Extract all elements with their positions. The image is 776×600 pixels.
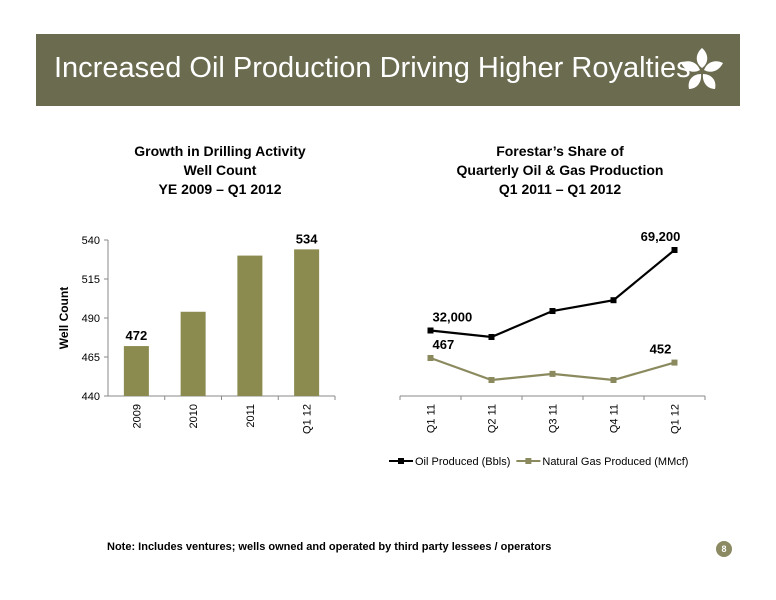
line-point bbox=[488, 377, 495, 383]
bar bbox=[237, 255, 263, 396]
line-point bbox=[549, 370, 556, 377]
legend-label: Oil Produced (Bbls) bbox=[415, 456, 510, 468]
line-point bbox=[610, 377, 617, 383]
line-point bbox=[610, 297, 617, 304]
page-number-badge: 8 bbox=[716, 541, 732, 557]
bar bbox=[294, 249, 320, 396]
bar-x-tick-label: 2011 bbox=[245, 404, 257, 428]
bar-x-tick-label: 2010 bbox=[188, 404, 200, 428]
bar-y-tick-label: 440 bbox=[82, 391, 100, 403]
legend-label: Natural Gas Produced (MMcf) bbox=[542, 456, 688, 468]
bar-y-tick-label: 515 bbox=[82, 274, 100, 286]
bar-x-tick-label: Q1 12 bbox=[302, 404, 314, 434]
bar-chart-title: Growth in Drilling Activity Well Count Y… bbox=[80, 142, 360, 199]
line-data-label: 32,000 bbox=[433, 310, 473, 325]
legend-marker bbox=[398, 458, 404, 464]
line-data-label: 467 bbox=[433, 337, 455, 352]
bar-y-tick-label: 465 bbox=[82, 352, 100, 364]
line-point bbox=[549, 308, 556, 315]
line-x-tick-label: Q3 11 bbox=[548, 404, 560, 433]
page-title: Increased Oil Production Driving Higher … bbox=[54, 52, 691, 84]
line-x-tick-label: Q1 11 bbox=[426, 404, 438, 433]
star-leaf-logo-icon bbox=[681, 48, 723, 89]
line-point bbox=[671, 247, 678, 253]
line-x-tick-label: Q4 11 bbox=[609, 404, 621, 433]
bar-y-tick-label: 490 bbox=[82, 313, 100, 325]
bar-y-tick-label: 540 bbox=[82, 235, 100, 247]
line-chart-title-line: Forestar’s Share of bbox=[496, 143, 624, 159]
bar-x-tick-label: 2009 bbox=[131, 404, 143, 428]
bar-chart-title-line: YE 2009 – Q1 2012 bbox=[158, 181, 282, 197]
line-point bbox=[488, 334, 495, 340]
line-x-tick-label: Q2 11 bbox=[487, 404, 499, 433]
line-data-label: 69,200 bbox=[641, 229, 681, 244]
legend-marker bbox=[525, 458, 532, 464]
bar bbox=[123, 346, 149, 396]
line-point bbox=[671, 359, 678, 366]
bar-chart-title-line: Growth in Drilling Activity bbox=[134, 143, 306, 159]
bar-data-label: 472 bbox=[126, 328, 148, 343]
line-data-label: 452 bbox=[650, 342, 672, 357]
line-point bbox=[427, 327, 434, 334]
bar-chart-title-line: Well Count bbox=[183, 162, 257, 178]
line-chart-title-line: Q1 2011 – Q1 2012 bbox=[498, 181, 622, 197]
bar-y-axis-title: Well Count bbox=[57, 287, 71, 349]
bar-data-label: 534 bbox=[296, 231, 318, 246]
footnote: Note: Includes ventures; wells owned and… bbox=[107, 541, 552, 553]
line-point bbox=[427, 355, 434, 361]
line-chart-title-line: Quarterly Oil & Gas Production bbox=[456, 162, 664, 178]
line-x-tick-label: Q1 12 bbox=[670, 404, 682, 434]
line-chart-title: Forestar’s Share of Quarterly Oil & Gas … bbox=[400, 142, 720, 199]
title-banner: Increased Oil Production Driving Higher … bbox=[36, 34, 740, 106]
bar bbox=[180, 311, 206, 396]
